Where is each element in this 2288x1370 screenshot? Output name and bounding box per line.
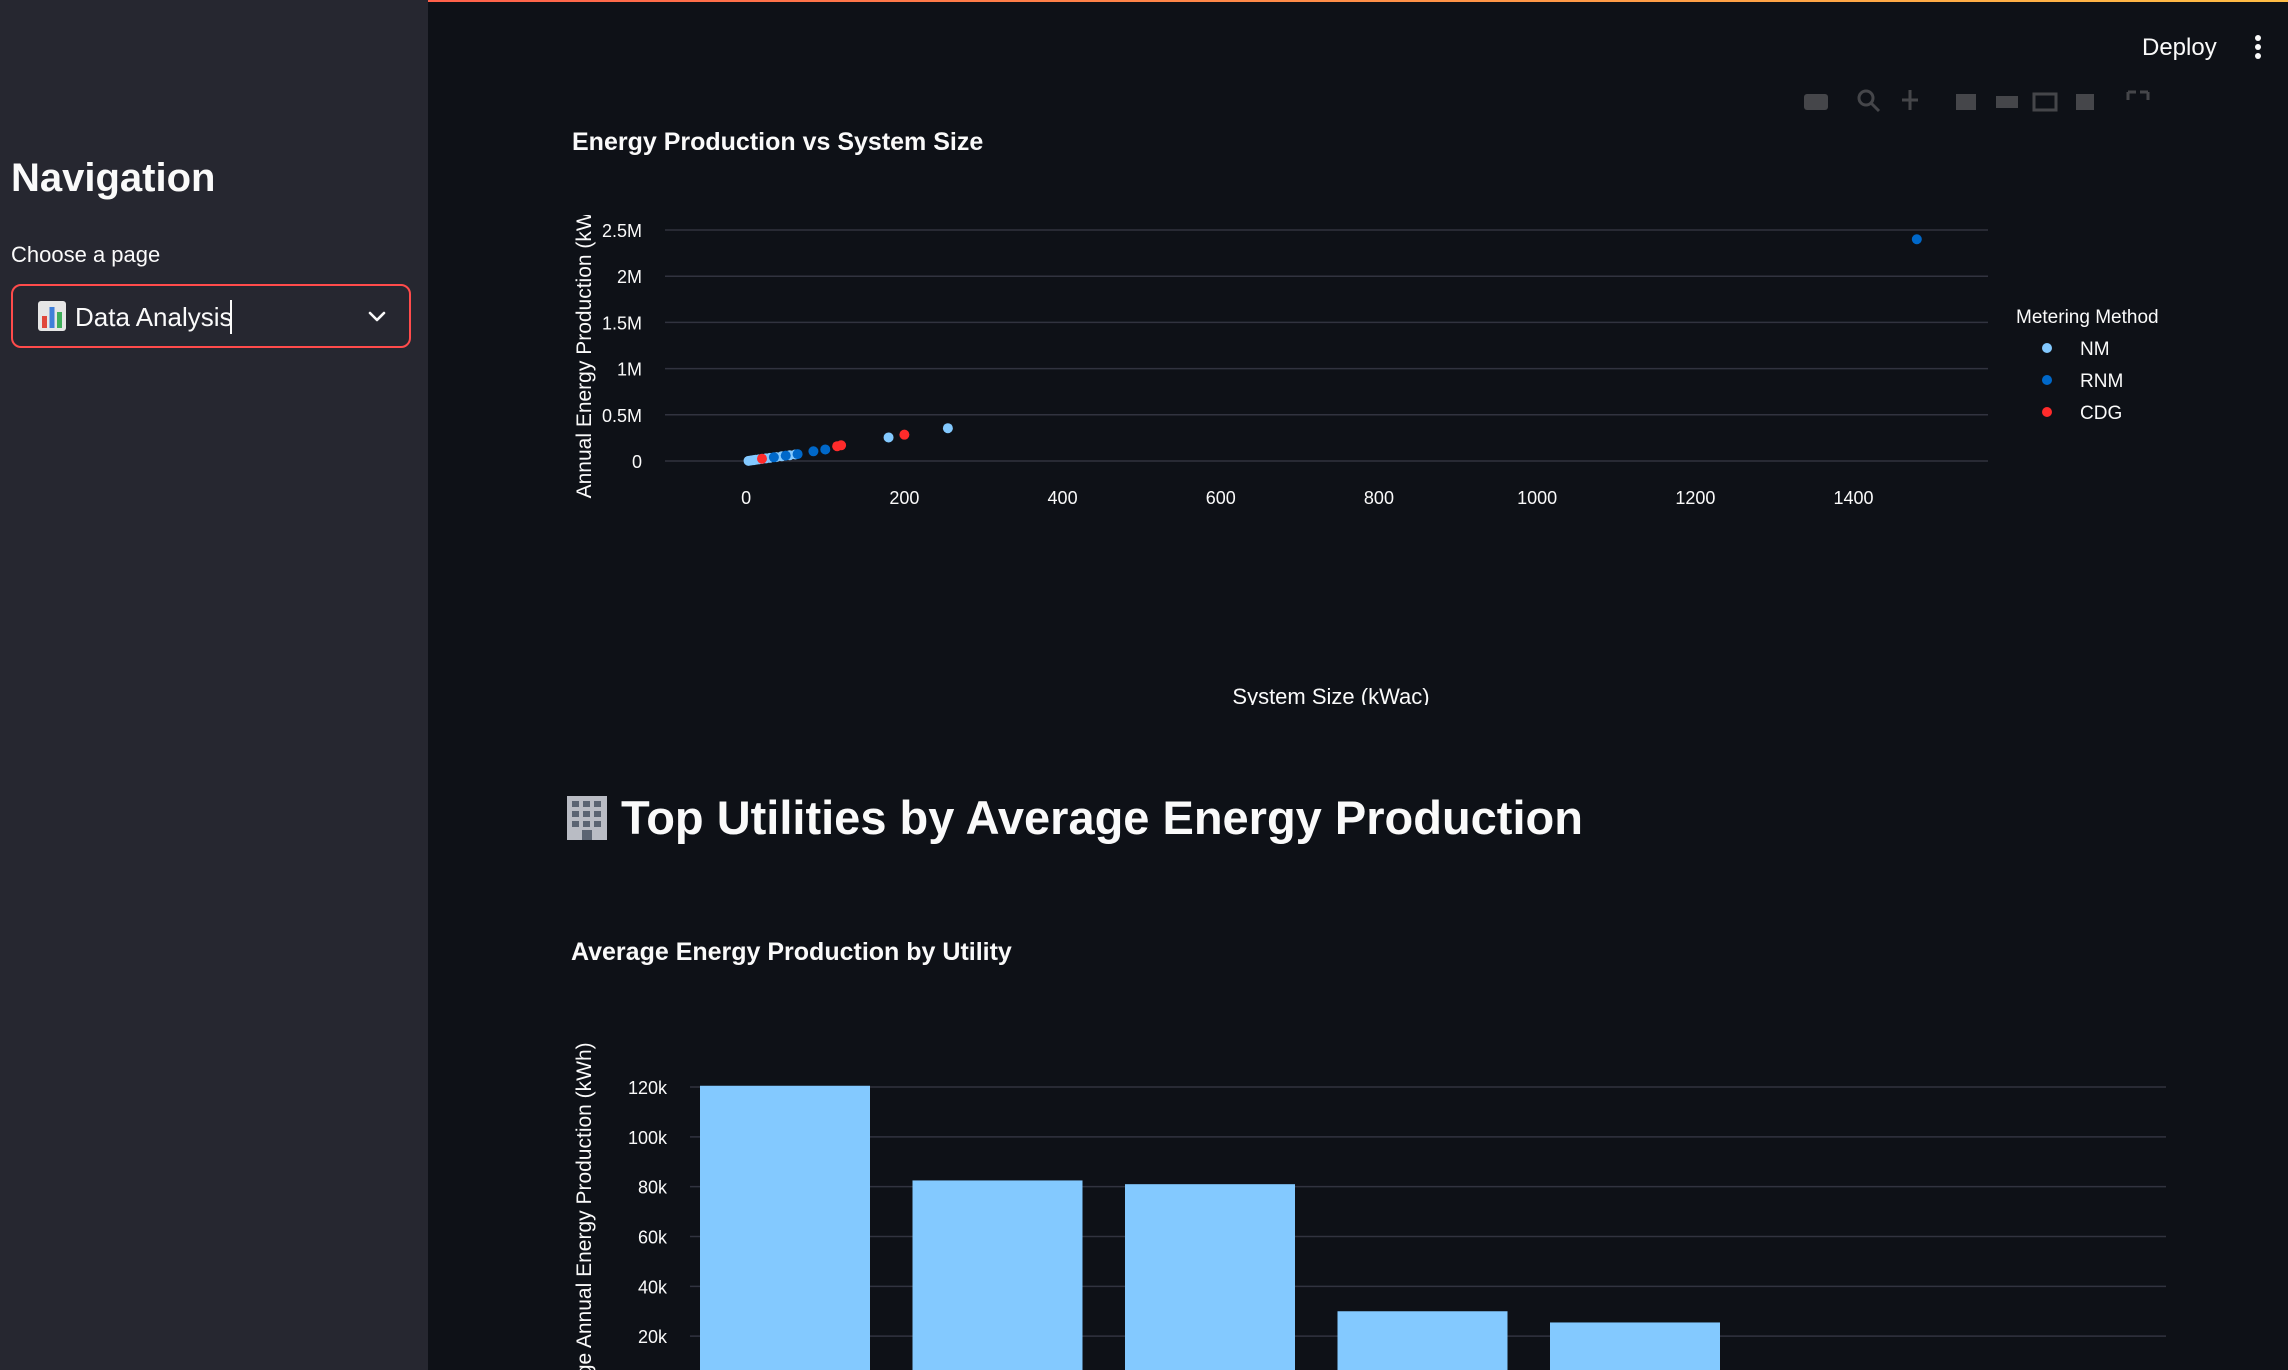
scatter-x-tick-label: 1000	[1517, 488, 1557, 508]
scatter-x-tick-label: 1200	[1675, 488, 1715, 508]
top-decoration-bar	[0, 0, 2288, 2]
scatter-point-rnm[interactable]	[808, 446, 819, 457]
zoom-in-icon[interactable]	[2032, 92, 2058, 112]
scatter-chart[interactable]: 0 0.5M 1M 1.5M 2M 2.5M 0 200 400 600 800 1000 1200 1…	[560, 215, 2180, 705]
scatter-point-rnm[interactable]	[1911, 234, 1922, 245]
scatter-point-rnm[interactable]	[780, 450, 791, 461]
scatter-x-tick-label: 1400	[1834, 488, 1874, 508]
scatter-y-tick-label: 1M	[617, 360, 642, 380]
legend-item-nm[interactable]: NM	[2080, 339, 2110, 360]
bar-chart-title: Average Energy Production by Utility	[571, 938, 1012, 966]
deploy-button[interactable]: Deploy	[2142, 34, 2217, 61]
legend-title: Metering Method	[2016, 307, 2159, 328]
fullscreen-icon[interactable]	[2126, 90, 2150, 100]
page-select[interactable]: Data Analysis	[11, 284, 411, 348]
scatter-y-tick-label: 0	[632, 452, 642, 472]
bar-y-tick-label: 120k	[628, 1078, 668, 1098]
chart-toolbar	[1804, 89, 2150, 113]
bar-chart-icon	[38, 301, 66, 331]
scatter-y-axis-label: Annual Energy Production (kWh)	[573, 215, 596, 498]
scatter-y-tick-label: 2.5M	[602, 221, 642, 241]
vertical-ellipsis-icon[interactable]	[2248, 32, 2268, 62]
lasso-icon[interactable]	[1996, 96, 2018, 108]
sidebar-title: Navigation	[11, 156, 216, 200]
legend-item-cdg[interactable]: CDG	[2080, 403, 2122, 424]
legend-marker-nm	[2042, 343, 2052, 353]
scatter-point-cdg[interactable]	[899, 429, 910, 440]
scatter-chart-title: Energy Production vs System Size	[572, 128, 984, 156]
scatter-y-tick-label: 0.5M	[602, 406, 642, 426]
scatter-point-cdg[interactable]	[836, 440, 847, 451]
bar[interactable]	[1337, 1311, 1508, 1370]
bar[interactable]	[1125, 1184, 1295, 1370]
sidebar: Navigation Choose a page Data Analysis	[0, 0, 428, 1370]
section-heading-text: Top Utilities by Average Energy Producti…	[621, 791, 1583, 844]
scatter-point-rnm[interactable]	[768, 452, 779, 463]
zoom-out-icon[interactable]	[2076, 94, 2094, 110]
scatter-point-cdg[interactable]	[757, 453, 768, 464]
bar-y-axis-label: Average Annual Energy Production (kWh)	[573, 1042, 596, 1370]
bar[interactable]	[700, 1085, 870, 1370]
scatter-x-tick-label: 600	[1206, 488, 1236, 508]
chevron-down-icon[interactable]	[365, 304, 389, 328]
legend-marker-rnm	[2042, 375, 2052, 385]
legend-item-rnm[interactable]: RNM	[2080, 371, 2123, 392]
page-select-label: Choose a page	[11, 242, 161, 267]
zoom-icon[interactable]	[1857, 89, 1881, 113]
camera-icon[interactable]	[1804, 94, 1828, 110]
bar-y-tick-label: 80k	[638, 1178, 668, 1198]
scatter-x-tick-label: 200	[889, 488, 919, 508]
bar-y-tick-label: 20k	[638, 1327, 668, 1347]
bar[interactable]	[1550, 1322, 1720, 1370]
section-heading: Top Utilities by Average Energy Producti…	[563, 790, 1583, 845]
legend-marker-cdg	[2042, 407, 2052, 417]
bar-chart[interactable]: 20k 40k 60k 80k 100k 120k Average Annual Ener…	[560, 1020, 2180, 1370]
scatter-x-axis-label: System Size (kWac)	[1232, 684, 1429, 705]
bar-y-tick-label: 60k	[638, 1228, 668, 1248]
scatter-point-rnm[interactable]	[792, 449, 803, 460]
box-select-icon[interactable]	[1956, 94, 1976, 110]
scatter-point-nm[interactable]	[883, 432, 894, 443]
scatter-point-nm[interactable]	[942, 423, 953, 434]
scatter-y-tick-label: 1.5M	[602, 313, 642, 333]
scatter-x-tick-label: 800	[1364, 488, 1394, 508]
scatter-x-tick-label: 400	[1048, 488, 1078, 508]
scatter-point-rnm[interactable]	[820, 444, 831, 455]
scatter-x-tick-label: 0	[741, 488, 751, 508]
scatter-y-tick-label: 2M	[617, 267, 642, 287]
text-cursor	[230, 300, 232, 334]
scatter-legend: Metering Method NM RNM CDG	[2016, 307, 2159, 424]
page-select-value: Data Analysis	[75, 302, 233, 332]
office-building-icon	[567, 796, 607, 840]
bar[interactable]	[912, 1180, 1083, 1370]
bar-y-tick-label: 40k	[638, 1277, 668, 1297]
bar-y-tick-label: 100k	[628, 1128, 668, 1148]
pan-icon[interactable]	[1902, 90, 1918, 110]
